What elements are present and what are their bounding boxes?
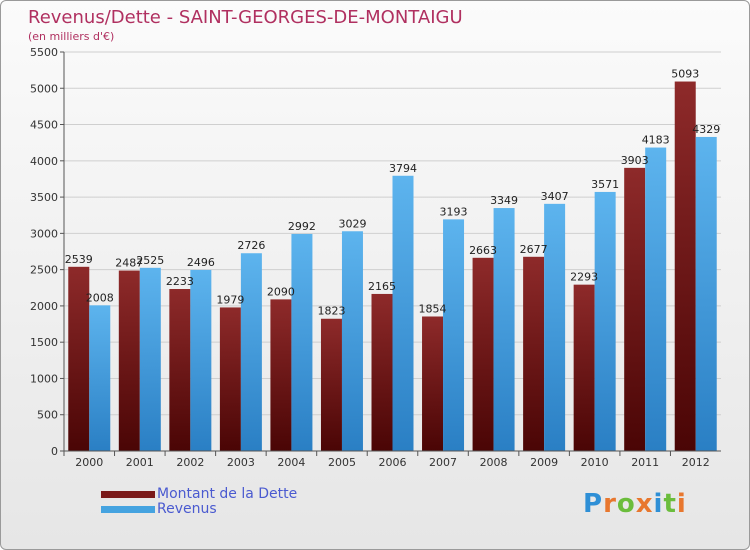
x-tick-label: 2004 (277, 456, 305, 469)
bar-dette-2011 (624, 167, 646, 451)
y-tick-label: 2500 (30, 264, 58, 277)
x-tick-label: 2000 (75, 456, 103, 469)
data-label-dette-2006: 2165 (368, 280, 396, 293)
data-label-revenus-2004: 2992 (288, 220, 316, 233)
y-tick-label: 5000 (30, 82, 58, 95)
bar-dette-2003 (219, 307, 241, 451)
y-tick-label: 3500 (30, 191, 58, 204)
x-tick-label: 2003 (227, 456, 255, 469)
bar-dette-2006 (371, 293, 393, 451)
data-label-revenus-2006: 3794 (389, 162, 417, 175)
logo-letter: t (663, 489, 677, 519)
data-label-dette-2008: 2663 (469, 244, 497, 257)
bar-dette-2005 (320, 318, 342, 451)
y-tick-label: 1500 (30, 336, 58, 349)
legend-swatch-revenus (101, 506, 155, 513)
bar-revenus-2001 (139, 267, 161, 451)
x-tick-label: 2007 (429, 456, 457, 469)
bar-revenus-2012 (695, 136, 717, 451)
data-label-dette-2000: 2539 (65, 253, 93, 266)
x-tick-label: 2009 (530, 456, 558, 469)
data-label-revenus-2011: 4183 (642, 134, 670, 147)
x-tick-label: 2005 (328, 456, 356, 469)
x-tick-label: 2001 (126, 456, 154, 469)
logo-letter: r (603, 489, 617, 519)
legend-label-revenus: Revenus (157, 501, 217, 517)
bar-revenus-2007 (443, 219, 465, 451)
bar-revenus-2005 (341, 231, 363, 451)
data-label-revenus-2007: 3193 (440, 205, 468, 218)
x-tick-label: 2012 (682, 456, 710, 469)
bar-revenus-2010 (594, 191, 616, 451)
bar-revenus-2003 (240, 253, 262, 451)
bar-revenus-2011 (645, 147, 667, 451)
data-label-revenus-2002: 2496 (187, 256, 215, 269)
y-tick-label: 4500 (30, 119, 58, 132)
chart-title: Revenus/Dette - SAINT-GEORGES-DE-MONTAIG… (28, 7, 463, 28)
data-label-dette-2012: 5093 (671, 68, 699, 81)
y-tick-label: 5500 (30, 46, 58, 59)
data-label-revenus-2001: 2525 (136, 254, 164, 267)
logo-letter: i (653, 489, 664, 519)
bar-revenus-2000 (89, 305, 111, 451)
chart-subtitle: (en milliers d'€) (28, 30, 115, 43)
bar-revenus-2004 (291, 233, 313, 451)
data-label-dette-2001: 2487 (115, 257, 143, 270)
bars-layer (68, 81, 717, 451)
bar-dette-2012 (674, 81, 696, 451)
bar-dette-2010 (573, 284, 595, 451)
data-label-dette-2007: 1854 (419, 303, 447, 316)
x-tick-label: 2002 (176, 456, 204, 469)
data-label-revenus-2010: 3571 (591, 178, 619, 191)
y-tick-label: 2000 (30, 300, 58, 313)
y-tick-label: 3000 (30, 227, 58, 240)
bar-dette-2002 (169, 289, 191, 451)
x-tick-label: 2008 (480, 456, 508, 469)
data-label-dette-2009: 2677 (520, 243, 548, 256)
data-label-revenus-2008: 3349 (490, 194, 518, 207)
bar-revenus-2002 (190, 269, 212, 451)
bar-revenus-2009 (544, 203, 566, 451)
data-label-revenus-2005: 3029 (338, 217, 366, 230)
y-tick-label: 0 (51, 445, 58, 458)
y-tick-label: 4000 (30, 155, 58, 168)
logo-letter: x (635, 489, 654, 519)
x-tick-label: 2006 (379, 456, 407, 469)
bar-revenus-2008 (493, 208, 515, 451)
axis-layer: 0 500 1000 1500 2000 2500 3000 3500 4000 4500 5000… (30, 46, 721, 469)
bar-dette-2001 (118, 270, 140, 451)
x-tick-label: 2011 (631, 456, 659, 469)
data-label-revenus-2009: 3407 (541, 190, 569, 203)
y-tick-label: 500 (37, 409, 58, 422)
data-label-dette-2011: 3903 (621, 154, 649, 167)
bar-dette-2007 (422, 316, 444, 451)
bar-dette-2004 (270, 299, 292, 451)
data-label-dette-2010: 2293 (570, 271, 598, 284)
data-label-dette-2004: 2090 (267, 285, 295, 298)
data-label-revenus-2000: 2008 (86, 291, 114, 304)
bar-dette-2008 (472, 257, 494, 451)
y-tick-label: 1000 (30, 372, 58, 385)
data-label-dette-2005: 1823 (317, 305, 345, 318)
bar-revenus-2006 (392, 175, 414, 451)
bar-dette-2000 (68, 266, 90, 451)
legend-swatch-dette (101, 491, 155, 498)
logo-letter: i (676, 489, 687, 519)
proxiti-logo: Proxiti (583, 489, 687, 519)
data-label-dette-2003: 1979 (216, 293, 244, 306)
bar-dette-2009 (523, 256, 545, 451)
x-tick-label: 2010 (581, 456, 609, 469)
data-label-dette-2002: 2233 (166, 275, 194, 288)
logo-letter: o (616, 489, 636, 519)
logo-letter: P (583, 489, 604, 519)
legend-label-dette: Montant de la Dette (157, 486, 298, 502)
data-label-revenus-2003: 2726 (237, 239, 265, 252)
data-label-revenus-2012: 4329 (692, 123, 720, 136)
